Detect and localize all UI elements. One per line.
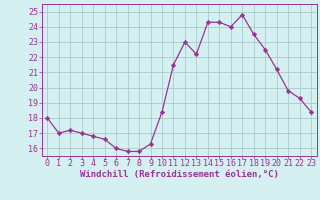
X-axis label: Windchill (Refroidissement éolien,°C): Windchill (Refroidissement éolien,°C)	[80, 170, 279, 179]
